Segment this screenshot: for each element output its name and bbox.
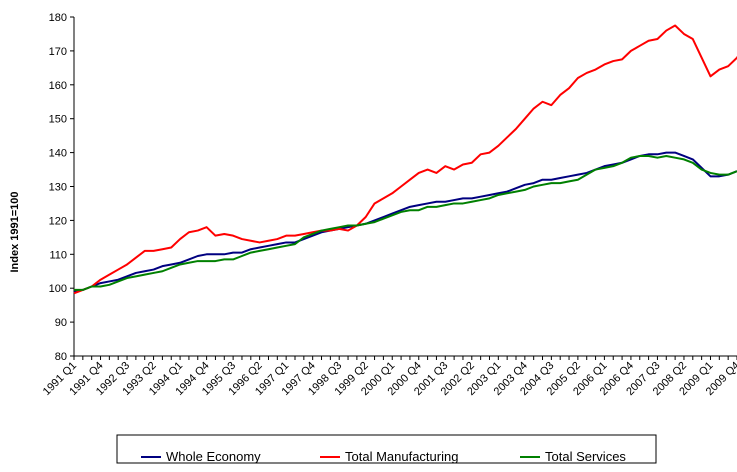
- series-line-total-services: [74, 154, 737, 291]
- legend-label-total-manufacturing: Total Manufacturing: [345, 449, 458, 464]
- y-tick-label: 140: [49, 148, 67, 160]
- y-tick-label: 180: [49, 12, 67, 24]
- y-tick-label: 150: [49, 114, 67, 126]
- y-tick-label: 130: [49, 182, 67, 194]
- y-tick-label: 90: [55, 317, 67, 329]
- y-axis-label: Index 1991=100: [9, 191, 21, 272]
- legend: Whole Economy Total Manufacturing Total …: [116, 434, 657, 464]
- y-tick-label: 160: [49, 80, 67, 92]
- y-tick-label: 80: [55, 351, 67, 363]
- chart-series: [73, 24, 737, 295]
- y-axis-ticks: 80 90 100 110 120 130 140 150 160 170 180: [49, 12, 74, 363]
- chart-axes: [73, 17, 737, 357]
- y-tick-label: 120: [49, 215, 67, 227]
- y-tick-label: 100: [49, 283, 67, 295]
- y-tick-label: 170: [49, 46, 67, 58]
- series-line-total-manufacturing: [73, 24, 737, 295]
- legend-label-total-services: Total Services: [545, 449, 626, 464]
- y-tick-label: 110: [49, 249, 67, 261]
- series-line-whole-economy: [73, 151, 737, 293]
- legend-box: [116, 434, 657, 464]
- legend-label-whole-economy: Whole Economy: [166, 449, 261, 464]
